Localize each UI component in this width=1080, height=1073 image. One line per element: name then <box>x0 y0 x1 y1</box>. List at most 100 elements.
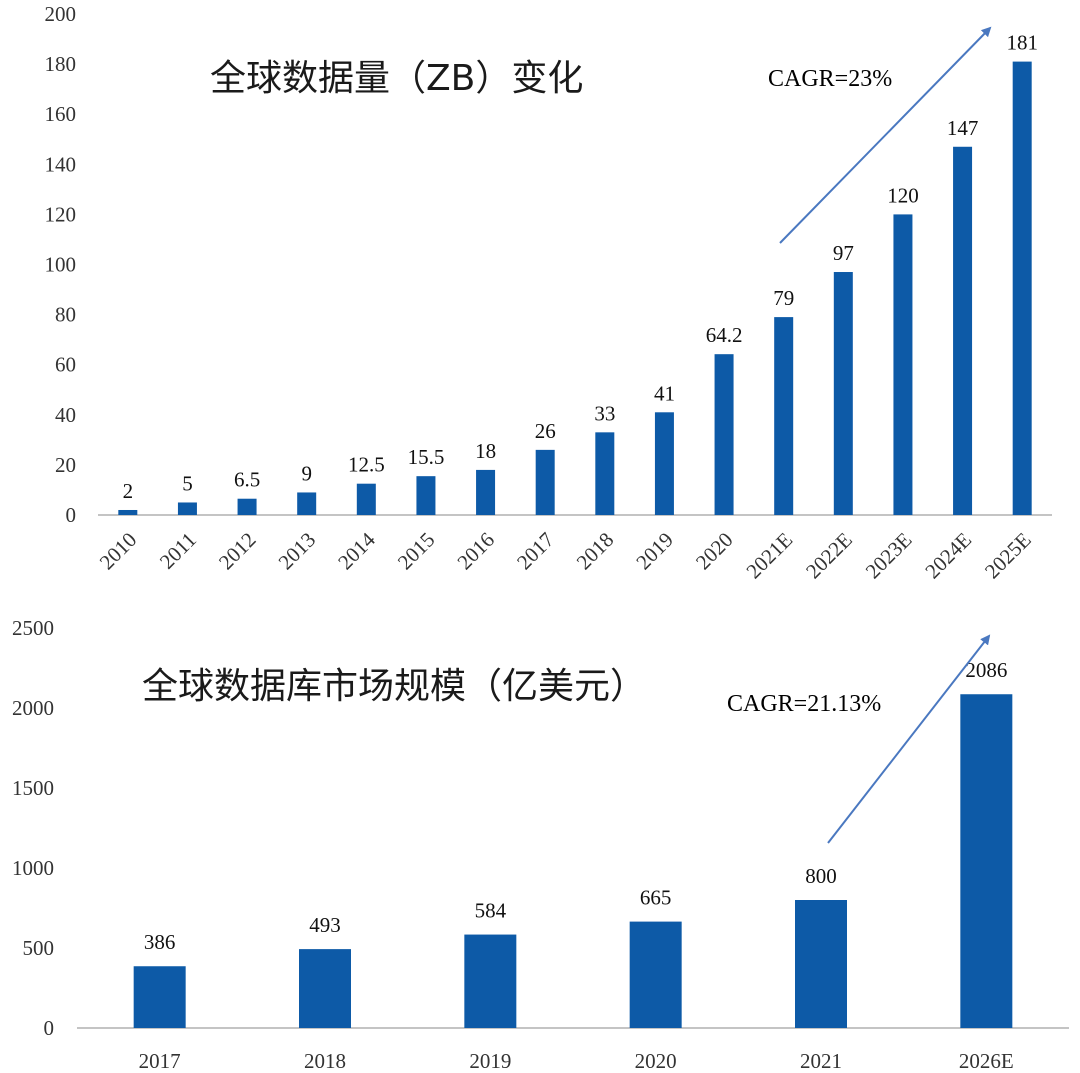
c2-x-tick-label: 2019 <box>469 1049 511 1073</box>
c2-y-tick-label: 500 <box>23 936 55 960</box>
chart-1-y-axis: 0 20 40 60 80 100 120 140 160 180 200 <box>45 2 77 527</box>
c1-value-label: 2 <box>123 479 134 503</box>
c1-bar-2010 <box>118 509 138 515</box>
c2-y-tick-label: 1000 <box>12 856 54 880</box>
c2-x-tick-label: 2026E <box>959 1049 1014 1073</box>
chart-1-trend-arrow <box>779 26 992 244</box>
c1-value-label: 5 <box>182 471 193 495</box>
c1-value-label: 181 <box>1006 31 1038 55</box>
c2-y-tick-label: 1500 <box>12 776 54 800</box>
c1-value-label: 26 <box>535 419 556 443</box>
c1-x-tick-label: 2011 <box>155 528 201 574</box>
c1-value-label: 120 <box>887 183 919 207</box>
c1-x-tick-label: 2012 <box>214 528 261 575</box>
c1-y-tick-label: 120 <box>45 202 77 226</box>
c1-bar-2016 <box>476 469 496 515</box>
c1-value-label: 6.5 <box>234 468 260 492</box>
c1-x-tick-label: 2016 <box>452 528 499 575</box>
c1-x-tick-label: 2018 <box>572 528 619 575</box>
c1-x-tick-label: 2015 <box>393 528 440 575</box>
c1-bar-2024E <box>953 146 973 515</box>
c1-x-tick-label: 2020 <box>691 528 738 575</box>
c2-value-label: 665 <box>640 886 672 910</box>
chart-1-title: 全球数据量（ZB）变化 <box>210 58 583 99</box>
c2-y-tick-label: 2500 <box>12 616 54 640</box>
c2-bar-2026E <box>960 694 1013 1028</box>
c1-y-tick-label: 200 <box>45 2 77 26</box>
c1-bar-2023E <box>893 214 913 515</box>
c1-y-tick-label: 160 <box>45 102 77 126</box>
chart-2-title: 全球数据库市场规模（亿美元） <box>142 666 646 707</box>
c2-x-tick-label: 2018 <box>304 1049 346 1073</box>
c1-bar-2021E <box>774 317 794 515</box>
c1-x-tick-label: 2019 <box>631 528 678 575</box>
c1-bar-2017 <box>535 449 555 515</box>
c2-value-label: 386 <box>144 930 176 954</box>
c1-x-tick-label: 2025E <box>980 528 1036 584</box>
c2-bar-2019 <box>464 934 517 1028</box>
c1-x-tick-label: 2017 <box>512 528 559 575</box>
c2-value-label: 800 <box>805 864 837 888</box>
chart-2-cagr-annotation: CAGR=21.13% <box>727 691 881 717</box>
c1-bar-2022E <box>833 272 853 515</box>
c1-x-tick-label: 2010 <box>95 528 142 575</box>
chart-2-x-tick-labels: 2017 2018 2019 2020 2021 2026E <box>139 1049 1014 1073</box>
c1-x-tick-label: 2013 <box>274 528 321 575</box>
c1-value-label: 12.5 <box>348 453 385 477</box>
c2-y-tick-label: 0 <box>44 1016 55 1040</box>
c1-value-label: 147 <box>947 116 979 140</box>
c1-x-tick-label: 2021E <box>741 528 797 584</box>
c1-value-label: 79 <box>773 286 794 310</box>
c1-x-tick-label: 2023E <box>861 528 917 584</box>
c1-value-label: 33 <box>594 401 615 425</box>
c1-y-tick-label: 100 <box>45 253 77 277</box>
c2-bar-2017 <box>133 966 186 1028</box>
c1-value-label: 97 <box>833 241 854 265</box>
chart-2: 0 500 1000 1500 2000 2500 386 493 584 665 800 2086… <box>12 616 1069 1073</box>
c1-bar-2014 <box>356 483 376 515</box>
c1-y-tick-label: 180 <box>45 52 77 76</box>
c1-y-tick-label: 20 <box>55 453 76 477</box>
chart-1-bars <box>118 61 1032 515</box>
c2-bar-2018 <box>299 949 351 1028</box>
c2-x-tick-label: 2020 <box>635 1049 677 1073</box>
c2-bar-2021 <box>795 900 847 1028</box>
chart-1-cagr-annotation: CAGR=23% <box>768 66 892 92</box>
c1-bar-2020 <box>714 354 734 515</box>
c1-bar-2025E <box>1012 61 1032 515</box>
c2-value-label: 493 <box>309 913 341 937</box>
c1-bar-2015 <box>416 476 436 515</box>
chart-1-x-tick-labels: 2010 2011 2012 2013 2014 2015 2016 2017 2018 2019… <box>95 527 1036 583</box>
c1-x-tick-label: 2022E <box>801 528 857 584</box>
c1-x-tick-label: 2024E <box>920 528 976 584</box>
c1-value-label: 9 <box>301 461 312 485</box>
c1-y-tick-label: 60 <box>55 353 76 377</box>
c1-bar-2011 <box>177 502 197 515</box>
c2-value-label: 584 <box>475 899 507 923</box>
c1-bar-2013 <box>297 492 317 515</box>
chart-1: 0 20 40 60 80 100 120 140 160 180 200 2 5 6.5 9 12.5 15… <box>45 2 1052 583</box>
c1-bar-2019 <box>654 412 674 515</box>
c1-bar-2012 <box>237 498 257 515</box>
c1-y-tick-label: 140 <box>45 152 77 176</box>
c2-x-tick-label: 2017 <box>139 1049 181 1073</box>
chart-2-bars <box>133 694 1013 1028</box>
chart-2-y-axis: 0 500 1000 1500 2000 2500 <box>12 616 54 1040</box>
c2-y-tick-label: 2000 <box>12 696 54 720</box>
c2-bar-2020 <box>629 921 682 1028</box>
c1-value-label: 18 <box>475 439 496 463</box>
c1-x-tick-label: 2014 <box>333 527 380 574</box>
chart-2-trend-arrow <box>827 634 991 844</box>
c1-value-label: 15.5 <box>408 445 445 469</box>
c2-x-tick-label: 2021 <box>800 1049 842 1073</box>
c1-value-label: 64.2 <box>706 323 743 347</box>
c1-y-tick-label: 0 <box>66 503 77 527</box>
c1-value-label: 41 <box>654 381 675 405</box>
chart-2-value-labels: 386 493 584 665 800 2086 <box>144 658 1007 954</box>
chart-1-value-labels: 2 5 6.5 9 12.5 15.5 18 26 33 41 64.2 79 97 120 147 181 <box>123 31 1038 503</box>
c1-y-tick-label: 80 <box>55 303 76 327</box>
c1-y-tick-label: 40 <box>55 403 76 427</box>
c1-bar-2018 <box>595 432 615 515</box>
c2-value-label: 2086 <box>965 658 1007 682</box>
